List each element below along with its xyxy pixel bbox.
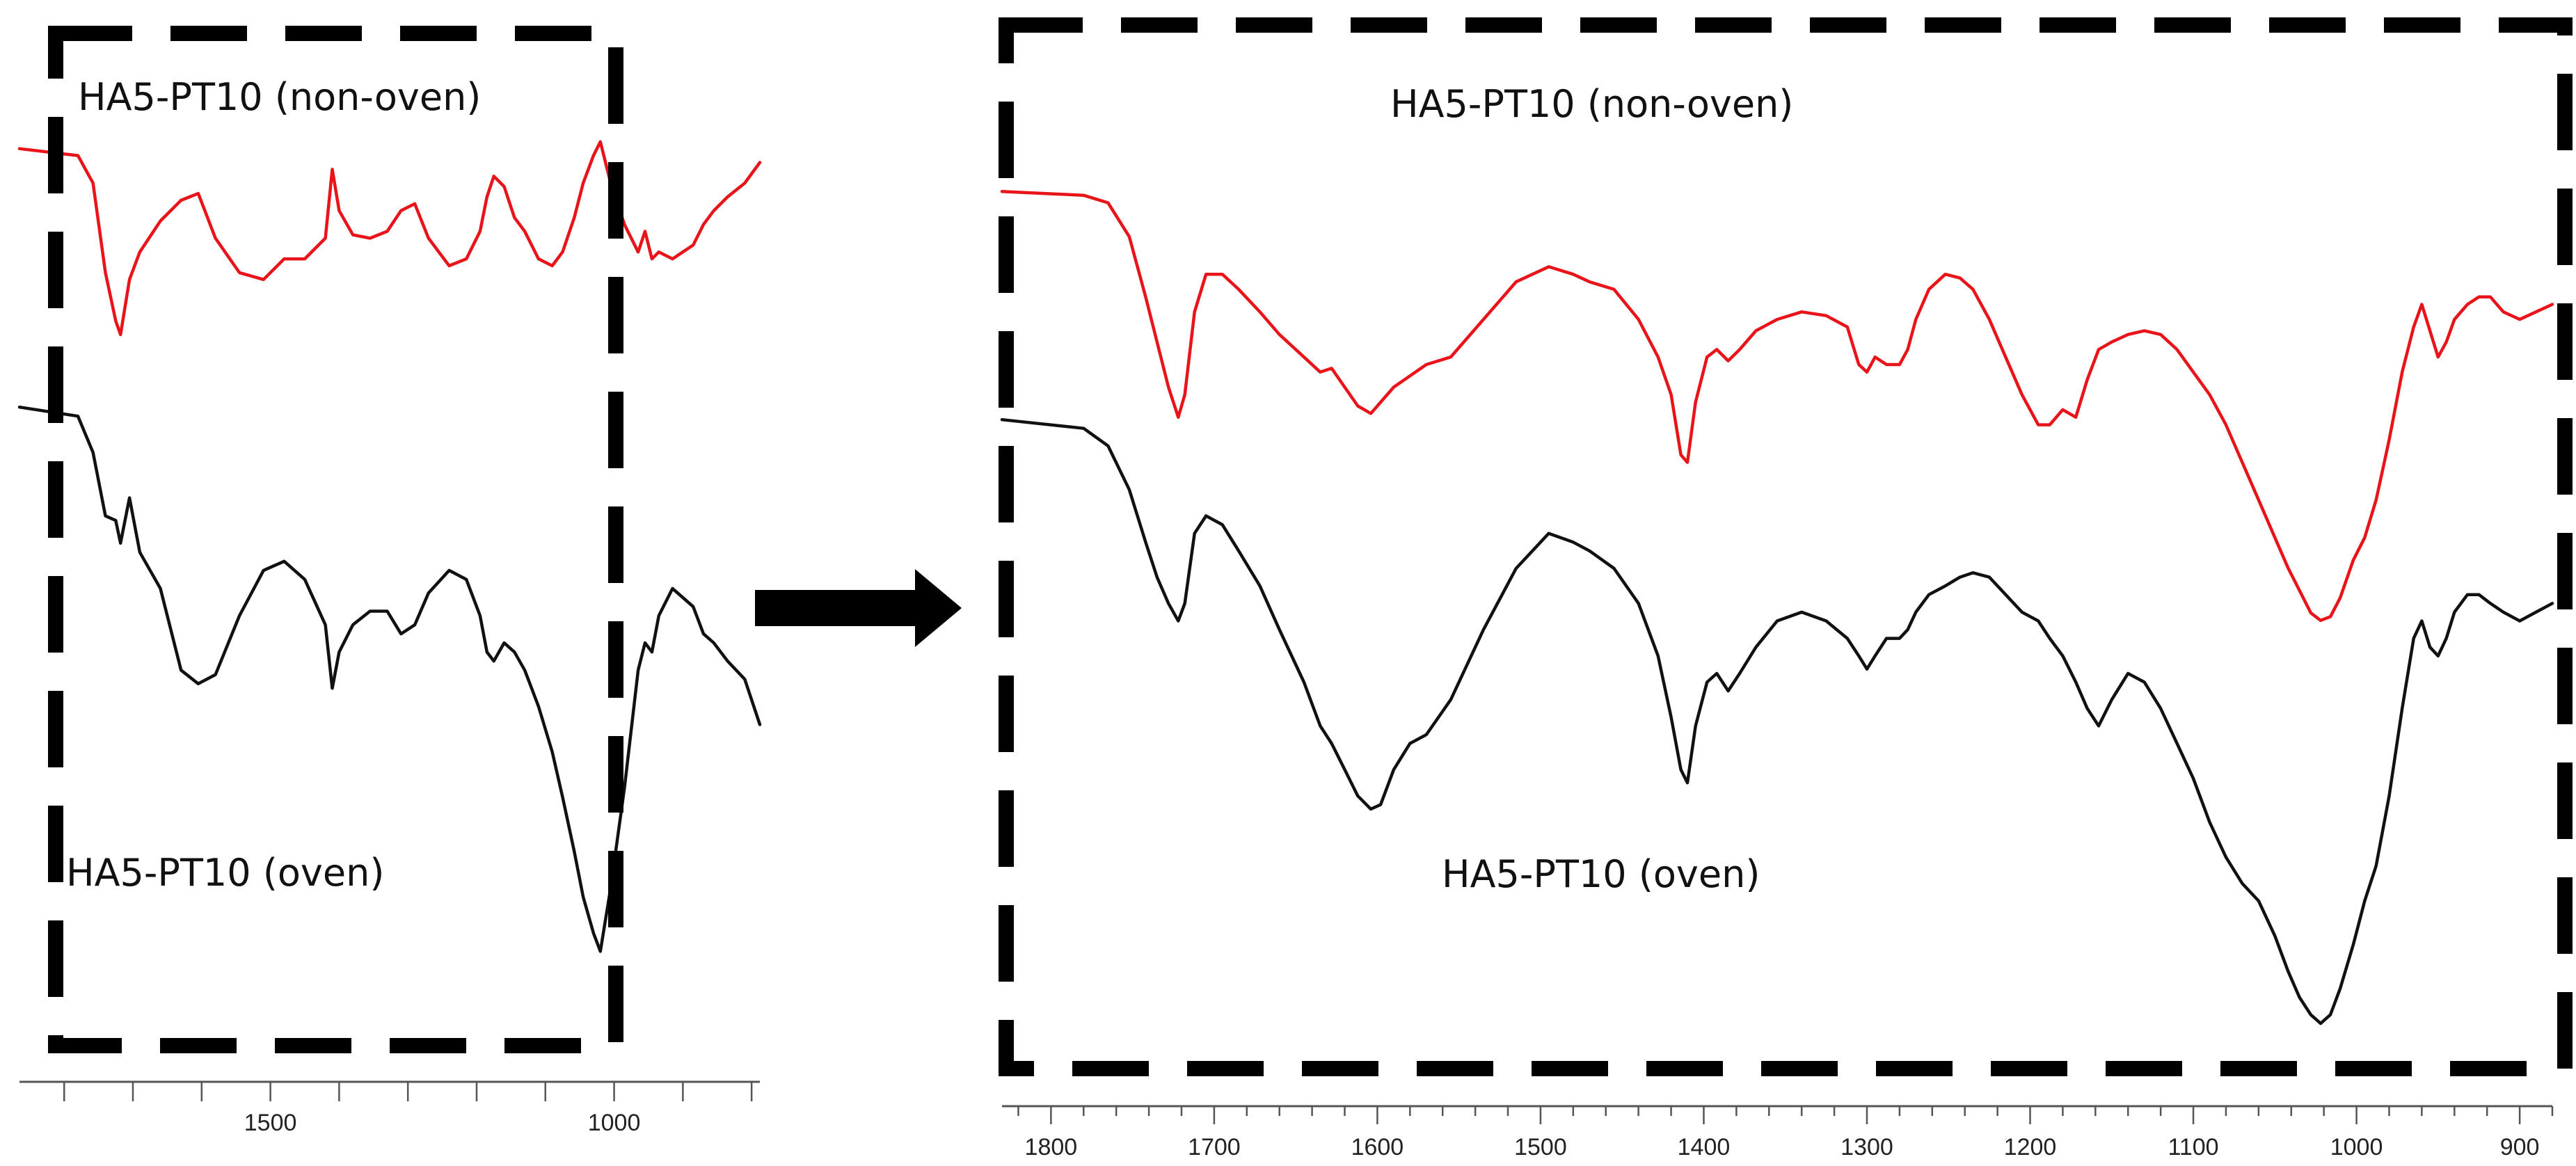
zoomed-x-axis: 1800 1700 1600 1500 1400 1300 1200 1100 1000 900 xyxy=(1002,1105,2554,1160)
overview-tick-label: 1000 xyxy=(588,1110,641,1136)
overview-x-axis: 1500 1000 xyxy=(19,1080,760,1136)
zoomed-tick-label: 1600 xyxy=(1351,1134,1404,1160)
zoomed-tick-label: 1800 xyxy=(1025,1134,1078,1160)
zoom-region-box xyxy=(48,26,623,1053)
overview-series-group xyxy=(17,140,762,953)
zoomed-tick-label: 1100 xyxy=(2168,1134,2218,1160)
zoomed-tick-label: 1300 xyxy=(1840,1134,1893,1160)
zoomed-series-oven-line xyxy=(1000,417,2554,1025)
zoomed-label-non-oven: HA5-PT10 (non-oven) xyxy=(1390,82,1793,126)
zoomed-series-group xyxy=(1000,190,2554,1025)
zoomed-frame-box xyxy=(999,17,2573,1076)
zoomed-chart: 1800 1700 1600 1500 1400 1300 1200 1100 1000 900 … xyxy=(999,17,2573,1160)
zoomed-tick-label: 1400 xyxy=(1678,1134,1731,1160)
zoomed-series-non-oven-line xyxy=(1000,190,2554,623)
overview-chart: 1500 1000 HA5-PT10 (non-oven) HA5-PT10 (o… xyxy=(17,26,762,1136)
zoomed-tick-label: 1000 xyxy=(2330,1134,2383,1160)
overview-tick-label: 1500 xyxy=(244,1110,297,1136)
zoomed-tick-label: 1500 xyxy=(1514,1134,1567,1160)
right-arrow-icon xyxy=(755,569,962,647)
overview-label-non-oven: HA5-PT10 (non-oven) xyxy=(78,75,481,119)
overview-label-oven: HA5-PT10 (oven) xyxy=(66,851,384,895)
zoomed-tick-label: 900 xyxy=(2500,1134,2540,1160)
zoomed-tick-label: 1700 xyxy=(1188,1134,1241,1160)
zoomed-tick-label: 1200 xyxy=(2004,1134,2057,1160)
zoomed-label-oven: HA5-PT10 (oven) xyxy=(1442,852,1760,896)
overview-series-non-oven-line xyxy=(17,140,762,337)
overview-series-oven-line xyxy=(17,405,762,953)
